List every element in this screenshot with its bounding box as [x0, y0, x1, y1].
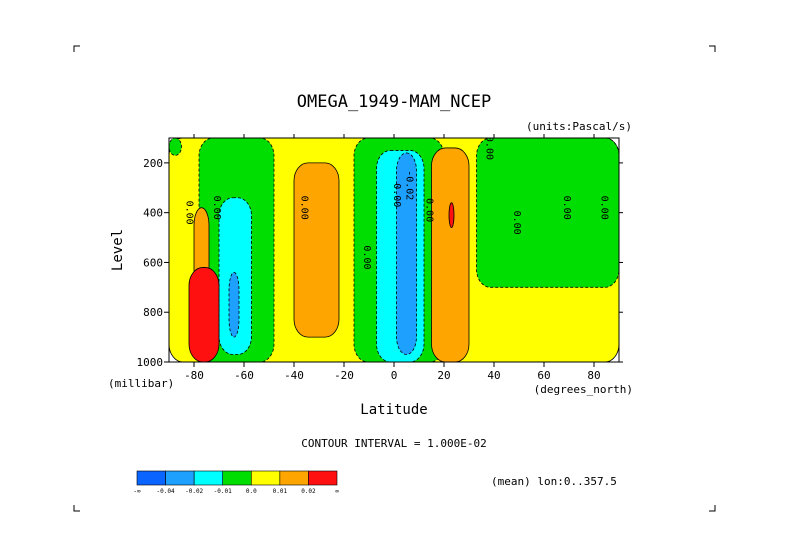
corner-marks — [73, 45, 716, 512]
x-tick-label: 60 — [537, 369, 550, 382]
x-unit-label: (degrees_north) — [534, 383, 633, 396]
mean-info-text: (mean) lon:0..357.5 — [491, 475, 617, 488]
x-axis-label: Latitude — [360, 402, 427, 418]
contour-region — [431, 147, 470, 362]
colorbar-swatch — [136, 470, 166, 486]
x-tick-label: 40 — [487, 369, 500, 382]
y-unit-label: (millibar) — [108, 377, 174, 390]
y-axis-label: Level — [110, 229, 126, 271]
contour-label: 0.00 — [361, 245, 372, 269]
contour-fills — [169, 138, 619, 362]
x-tick-label: -40 — [284, 369, 304, 382]
colorbar-label: -∞ — [133, 488, 141, 495]
colorbar-swatch — [222, 470, 252, 486]
colorbar-label: -0.02 — [185, 488, 203, 495]
colorbar-label: -0.04 — [157, 488, 175, 495]
contour-region — [448, 202, 455, 228]
contour-label: 0.00 — [391, 183, 402, 207]
x-tick-label: -60 — [234, 369, 254, 382]
contour-label: -0.02 — [404, 170, 415, 200]
plot-area: 0.00 0.00 0.000.000.00 -0.020.000.000.000.0… — [169, 136, 619, 362]
colorbar-swatch — [193, 470, 224, 486]
contour-label: 0.00 — [424, 198, 435, 222]
contour-label: 0.00 — [299, 196, 310, 220]
y-tick-label: 400 — [143, 207, 163, 220]
contour-region — [396, 152, 417, 355]
contour-region — [169, 138, 182, 156]
y-tick-label: 600 — [143, 256, 163, 269]
colorbar-label: 0.02 — [301, 488, 316, 495]
contour-label: 0.00 — [561, 196, 572, 220]
colorbar-swatch — [250, 470, 281, 486]
contour-region — [293, 162, 340, 338]
contour-label: 0.00 — [184, 201, 195, 225]
x-tick-label: -20 — [334, 369, 354, 382]
y-tick-label: 200 — [143, 157, 163, 170]
colorbar-swatch — [165, 470, 195, 486]
colorbar-label: ∞ — [335, 488, 339, 495]
y-tick-label: 1000 — [137, 356, 164, 369]
contour-region — [188, 267, 220, 362]
y-tick-label: 800 — [143, 306, 163, 319]
x-tick-label: 20 — [437, 369, 450, 382]
x-tick-label: -80 — [184, 369, 204, 382]
contour-label: 0.00 — [484, 136, 495, 160]
contour-region — [228, 271, 240, 338]
x-tick-label: 0 — [391, 369, 398, 382]
colorbar-label: 0.0 — [246, 488, 257, 495]
chart-title: OMEGA_1949-MAM_NCEP — [297, 92, 491, 112]
colorbar-label: 0.01 — [273, 488, 288, 495]
contour-label: 0.00 — [511, 211, 522, 235]
contour-interval-text: CONTOUR INTERVAL = 1.000E-02 — [301, 437, 486, 450]
x-axis-ticks: -80 -60 -40 -20 0 20 40 60 80 — [184, 134, 601, 382]
colorbar-swatch — [279, 470, 309, 486]
contour-label: 0.00 — [599, 196, 610, 220]
y-axis-ticks: 200 400 600 800 1000 — [137, 157, 623, 369]
contour-region — [476, 138, 619, 288]
colorbar-swatch — [308, 470, 338, 486]
colorbar-label: -0.01 — [214, 488, 232, 495]
units-label: (units:Pascal/s) — [526, 120, 632, 133]
colorbar: -∞ -0.04 -0.02 -0.01 0.0 0.01 0.02 ∞ — [133, 470, 339, 495]
contour-label: 0.00 — [211, 196, 222, 220]
contour-labels: 0.00 0.00 0.000.000.00 -0.020.000.000.000.0… — [184, 136, 610, 270]
x-tick-label: 80 — [587, 369, 600, 382]
